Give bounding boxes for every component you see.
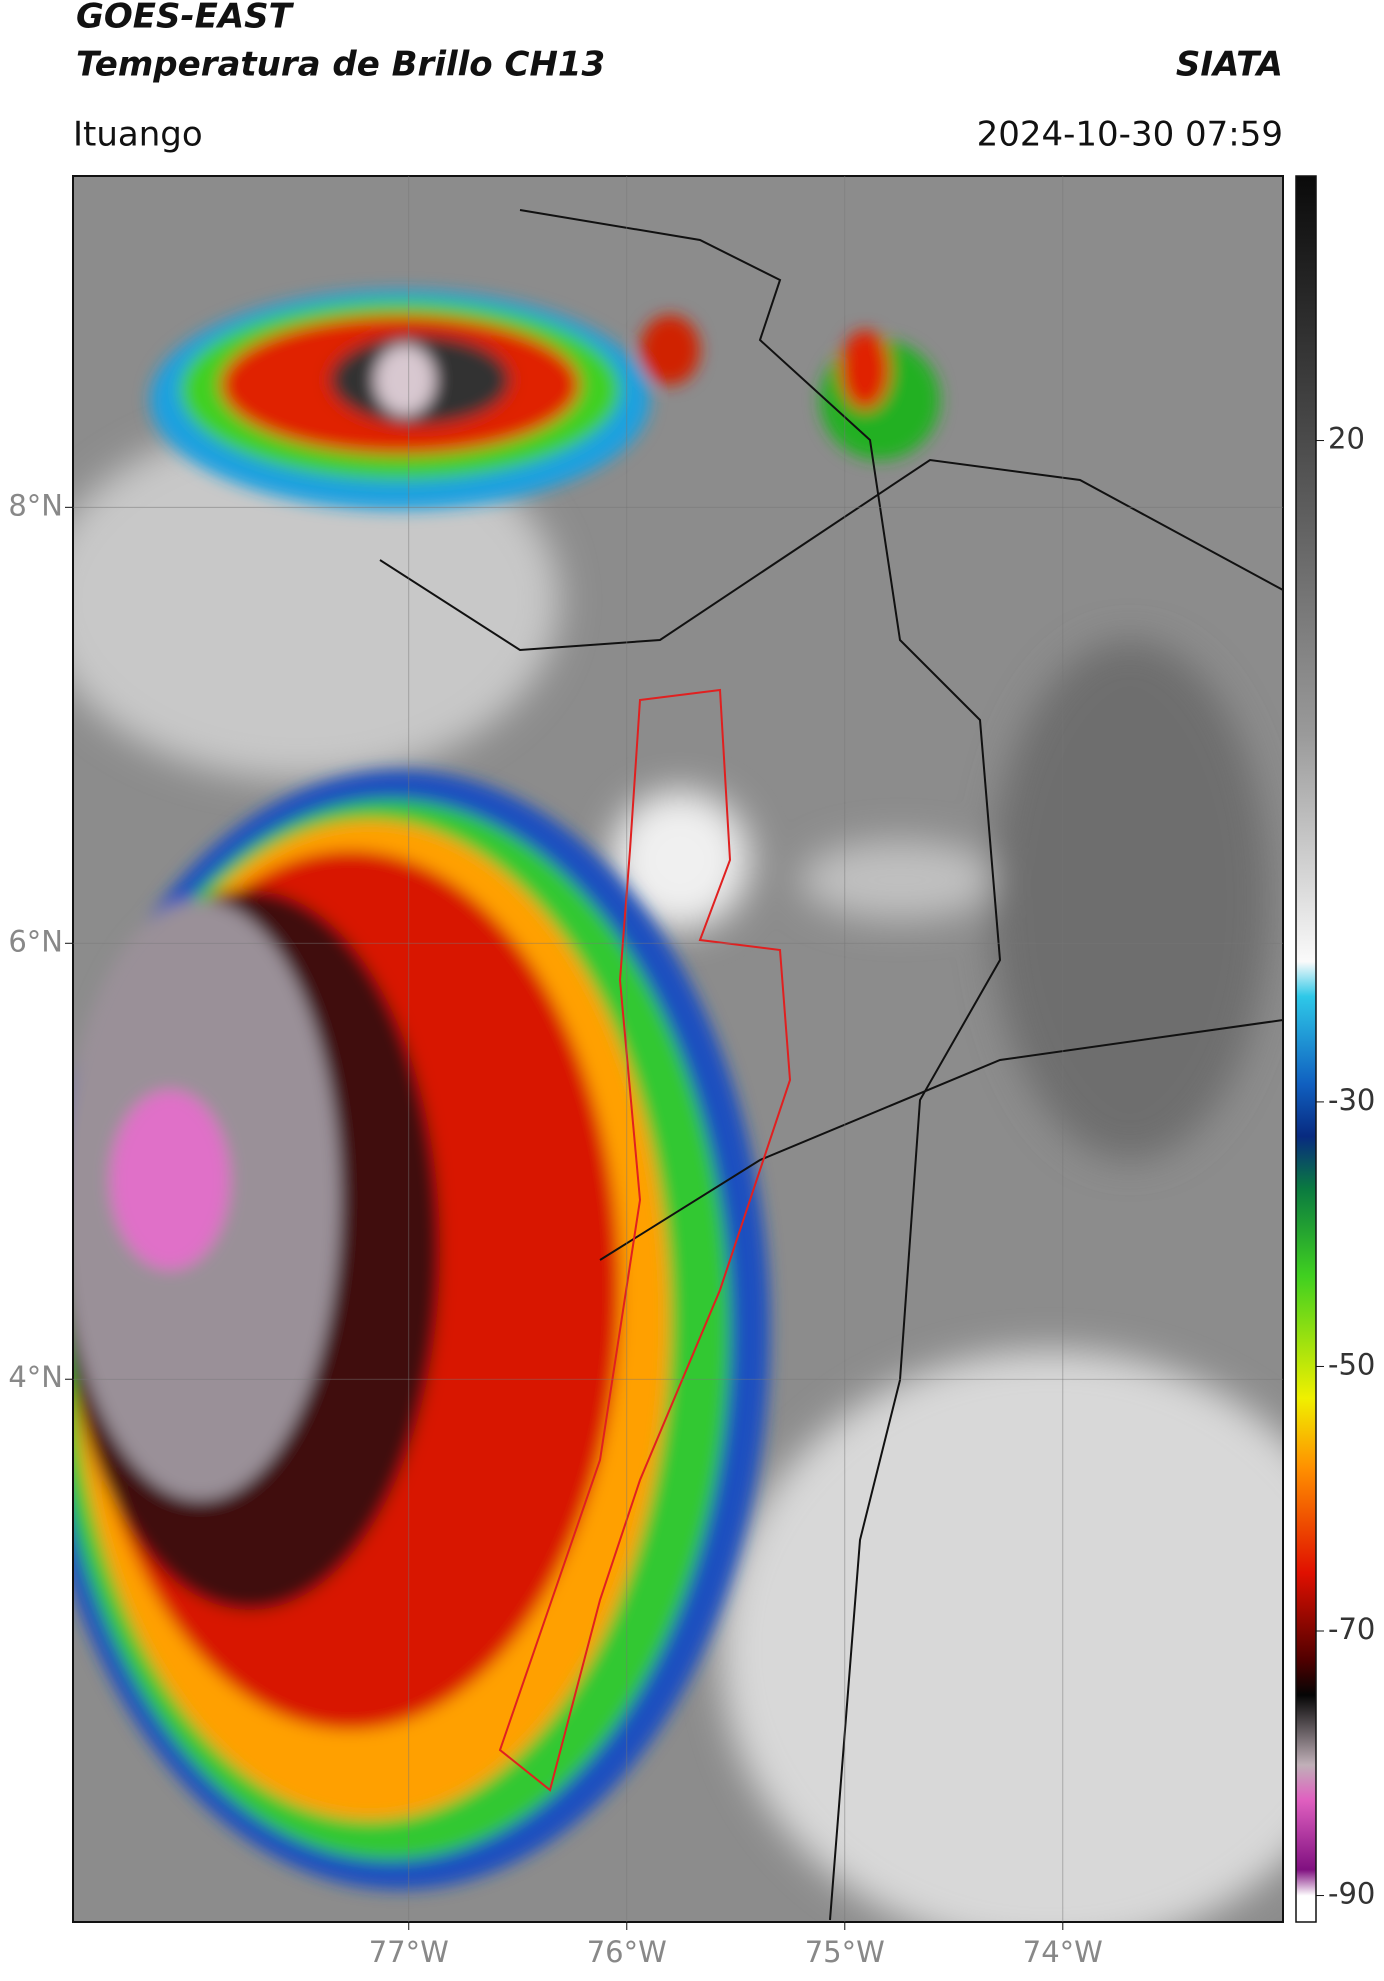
x-tick-label: 74°W xyxy=(1023,1935,1103,1969)
title: GOES-EAST xyxy=(76,0,295,37)
colorbar-tick-label: -90 xyxy=(1328,1877,1375,1911)
x-tick-label: 75°W xyxy=(805,1935,885,1969)
x-tick-label: 76°W xyxy=(587,1935,667,1969)
map-frame xyxy=(72,175,1284,1923)
colorbar xyxy=(1295,175,1317,1923)
satellite-image xyxy=(73,176,1283,1922)
colorbar-tick-label: 20 xyxy=(1328,422,1365,456)
source: SIATA xyxy=(1176,45,1283,85)
y-tick-label: 8°N xyxy=(8,488,63,522)
datetime: 2024-10-30 07:59 xyxy=(977,115,1283,155)
colorbar-tick-label: -70 xyxy=(1328,1612,1375,1646)
x-tick-label: 77°W xyxy=(369,1935,449,1969)
subtitle: Temperatura de Brillo CH13 xyxy=(76,45,605,85)
y-tick-label: 4°N xyxy=(8,1360,63,1394)
location: Ituango xyxy=(73,115,203,155)
y-tick-label: 6°N xyxy=(8,924,63,958)
colorbar-tick-label: -30 xyxy=(1328,1083,1375,1117)
colorbar-tick-label: -50 xyxy=(1328,1347,1375,1381)
